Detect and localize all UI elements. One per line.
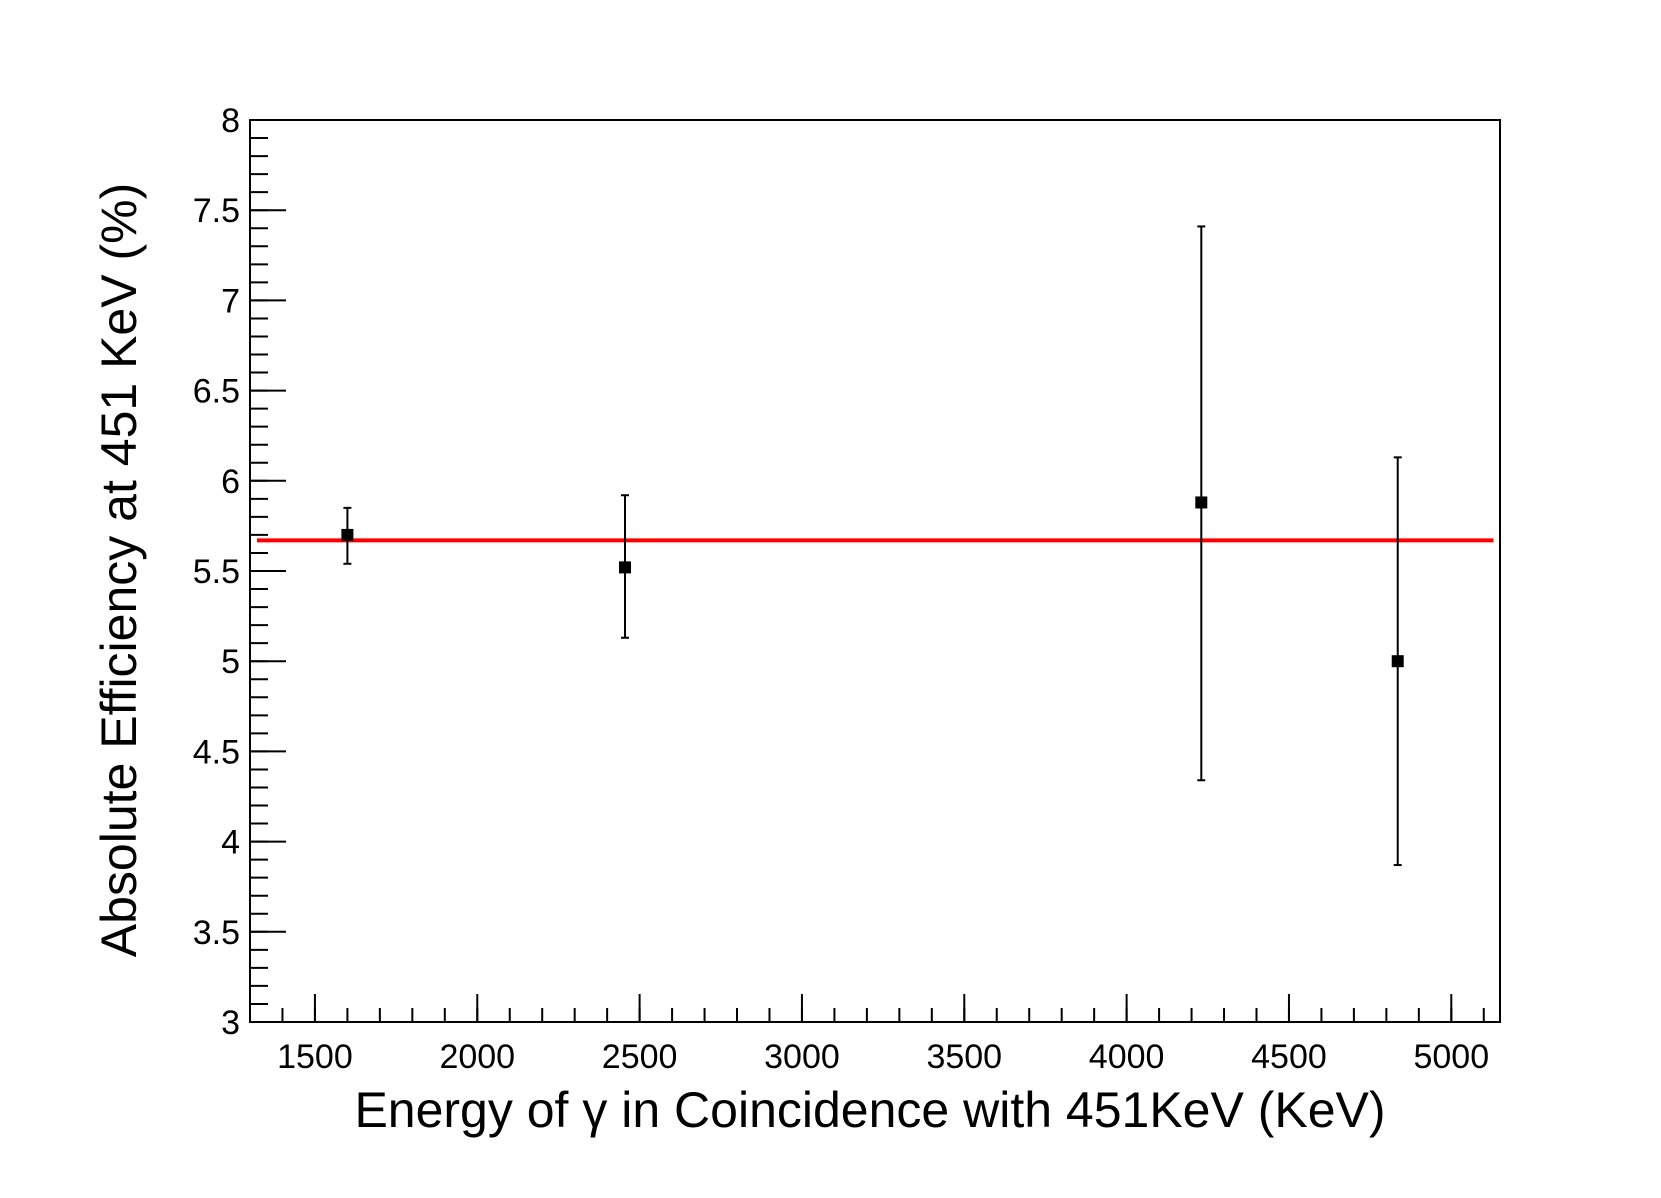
y-tick-label: 6.5 <box>193 373 240 411</box>
y-tick-label: 4 <box>221 824 240 862</box>
y-axis-title: Absolute Efficiency at 451 KeV (%) <box>91 183 147 958</box>
plot-frame <box>249 119 1501 1023</box>
x-tick-label: 2500 <box>602 1038 678 1076</box>
x-axis-title: Energy of γ in Coincidence with 451KeV (… <box>354 1082 1385 1138</box>
y-tick-label: 3 <box>221 1004 240 1042</box>
data-points <box>341 225 1404 867</box>
y-tick-label: 7 <box>221 282 240 320</box>
y-tick-label: 3.5 <box>193 914 240 952</box>
x-tick-label: 4000 <box>1089 1038 1165 1076</box>
tick-labels: 1500 2000 2500 3000 3500 4000 4500 5000 3 3.5 4 4.5… <box>193 102 1489 1076</box>
x-tick-label: 3000 <box>764 1038 840 1076</box>
x-tick-label: 2000 <box>439 1038 515 1076</box>
data-point <box>619 561 631 574</box>
y-tick-label: 5.5 <box>193 553 240 591</box>
x-tick-label: 3500 <box>926 1038 1002 1076</box>
x-tick-label: 5000 <box>1413 1038 1489 1076</box>
x-tick-label: 4500 <box>1251 1038 1327 1076</box>
y-tick-label: 5 <box>221 643 240 681</box>
y-tick-label: 8 <box>221 102 240 140</box>
data-point <box>1391 655 1404 668</box>
data-point <box>1195 496 1208 509</box>
x-tick-label: 1500 <box>277 1038 353 1076</box>
y-tick-label: 7.5 <box>193 192 240 230</box>
axis-ticks <box>249 119 1485 1023</box>
y-tick-label: 4.5 <box>193 733 240 771</box>
y-tick-label: 6 <box>221 463 240 501</box>
data-point <box>341 528 354 541</box>
